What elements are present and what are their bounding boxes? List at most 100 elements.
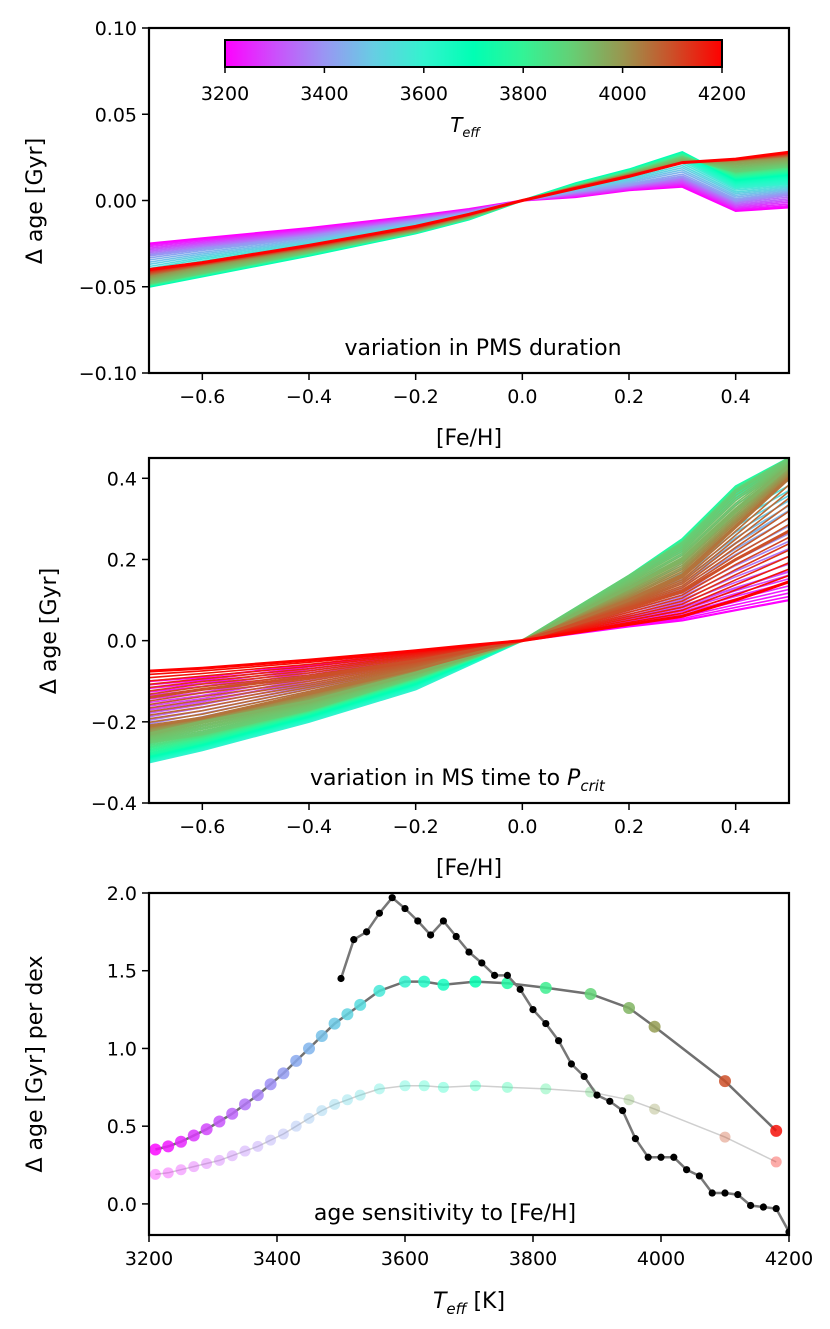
colored-series-line [155, 980, 778, 1151]
faint-series-point [277, 1128, 289, 1140]
faint-series-point [770, 1156, 782, 1168]
black-series-point [708, 1189, 716, 1197]
black-series-point [721, 1189, 729, 1197]
colored-series-point [623, 1002, 635, 1015]
colored-series-point [315, 1030, 328, 1043]
faint-series-point [252, 1140, 264, 1152]
faint-series-point [149, 1168, 161, 1180]
black-series-point [542, 1019, 550, 1028]
colorbar-ticks: 3200 3400 3600 3800 4000 4200 [201, 67, 746, 105]
colored-series-point [200, 1123, 213, 1136]
top-panel-xlabel: [Fe/H] [436, 426, 502, 451]
faint-series-point [341, 1094, 353, 1106]
faint-series-point [418, 1080, 430, 1092]
x-tick-label: −0.4 [286, 816, 332, 838]
black-series-point [452, 932, 460, 941]
y-tick-label: 1.0 [107, 1038, 137, 1060]
black-series-point [363, 928, 371, 936]
faint-series-point [329, 1098, 341, 1110]
faint-series-point [213, 1154, 225, 1166]
y-tick-label: −0.2 [91, 712, 137, 734]
x-tick-label: 0.2 [614, 386, 644, 408]
black-series-point [465, 948, 473, 956]
series-line-highlight [149, 529, 789, 699]
black-series-point [375, 909, 383, 917]
x-tick-label: −0.2 [393, 816, 439, 838]
colorbar-gradient [225, 40, 722, 67]
black-series-point [593, 1091, 601, 1099]
x-tick-label: 3600 [381, 1248, 429, 1270]
black-series-point [657, 1153, 665, 1161]
black-series-point [683, 1166, 691, 1174]
faint-series-line [155, 1085, 777, 1176]
colorbar-tick-label: 3600 [400, 83, 448, 105]
series-line [149, 548, 789, 722]
y-tick-label: 2.0 [107, 883, 137, 905]
black-series-point [503, 971, 511, 979]
colored-series-point [648, 1020, 661, 1033]
y-tick-label: 1.5 [107, 961, 137, 983]
black-series-point [350, 936, 358, 944]
faint-series-point [175, 1164, 187, 1176]
faint-series-point [201, 1157, 213, 1169]
colored-series-point [399, 975, 411, 988]
black-series-point [478, 959, 486, 967]
y-tick-label: 0.4 [107, 468, 137, 490]
colorbar-tick-label: 3800 [499, 83, 547, 105]
black-series-point [555, 1037, 563, 1045]
black-series-point [414, 917, 422, 925]
colored-series-point [373, 984, 386, 997]
y-tick-label: 0.05 [95, 104, 137, 126]
black-series-point [772, 1204, 780, 1213]
x-tick-label: 3800 [509, 1248, 557, 1270]
ms-time-series [149, 458, 789, 764]
x-tick-label: 0.0 [507, 816, 537, 838]
black-series-point [631, 1135, 640, 1143]
top-panel-ticks: −0.6 −0.4 −0.2 0.0 0.2 0.4 −0.10 −0.05 0.00 0.05 0… [79, 18, 751, 408]
bottom-panel-annotation: age sensitivity to [Fe/H] [314, 1201, 576, 1226]
faint-series-point [290, 1120, 302, 1132]
black-series-point [580, 1072, 588, 1081]
series-line [149, 470, 789, 732]
x-tick-label: −0.6 [179, 816, 225, 838]
colored-series-point [539, 981, 552, 994]
series-line-highlight [149, 580, 789, 673]
bottom-panel-ylabel: Δ age [Gyr] per dex [23, 956, 48, 1173]
middle-panel-xlabel: [Fe/H] [436, 856, 502, 881]
colorbar-tick-label: 4000 [598, 83, 646, 105]
faint-series-point [501, 1081, 513, 1093]
x-tick-label: 0.4 [721, 386, 751, 408]
sensitivity-series [149, 894, 789, 1235]
top-panel-annotation: variation in PMS duration [344, 336, 621, 361]
faint-series-point [623, 1094, 635, 1106]
bottom-panel-ticks: 3200 3400 3600 3800 4000 4200 0.0 0.5 1.0 1.5 2.0 [107, 883, 813, 1270]
faint-series-point [239, 1145, 251, 1157]
colored-series-point [162, 1140, 175, 1153]
x-tick-label: 3400 [253, 1248, 301, 1270]
x-tick-label: 3200 [125, 1248, 173, 1270]
y-tick-label: 0.10 [95, 18, 137, 40]
faint-series-point [226, 1150, 238, 1162]
middle-panel-frame [147, 456, 791, 805]
black-series-point [567, 1060, 576, 1068]
faint-series-point [188, 1161, 200, 1173]
black-series-point [337, 974, 345, 983]
colored-series-point [226, 1107, 239, 1120]
colorbar-tick-label: 3400 [300, 83, 348, 105]
black-series-point [759, 1203, 768, 1211]
black-series-point [644, 1153, 652, 1161]
black-series-point [529, 1005, 537, 1014]
faint-series-point [719, 1131, 731, 1143]
colored-series-point [418, 975, 431, 988]
colored-series-point [187, 1129, 200, 1142]
colored-series-point [719, 1075, 731, 1088]
pms-duration-series [149, 150, 789, 288]
y-tick-label: 0.2 [107, 549, 137, 571]
panel-bottom: 3200 3400 3600 3800 4000 42000.00.51.01.52.0 … [23, 883, 813, 1318]
faint-series-point [265, 1134, 277, 1146]
black-series-line [339, 895, 789, 1233]
colored-series-point [251, 1089, 264, 1102]
colored-series-point [437, 978, 450, 991]
colored-series-point [354, 998, 367, 1011]
